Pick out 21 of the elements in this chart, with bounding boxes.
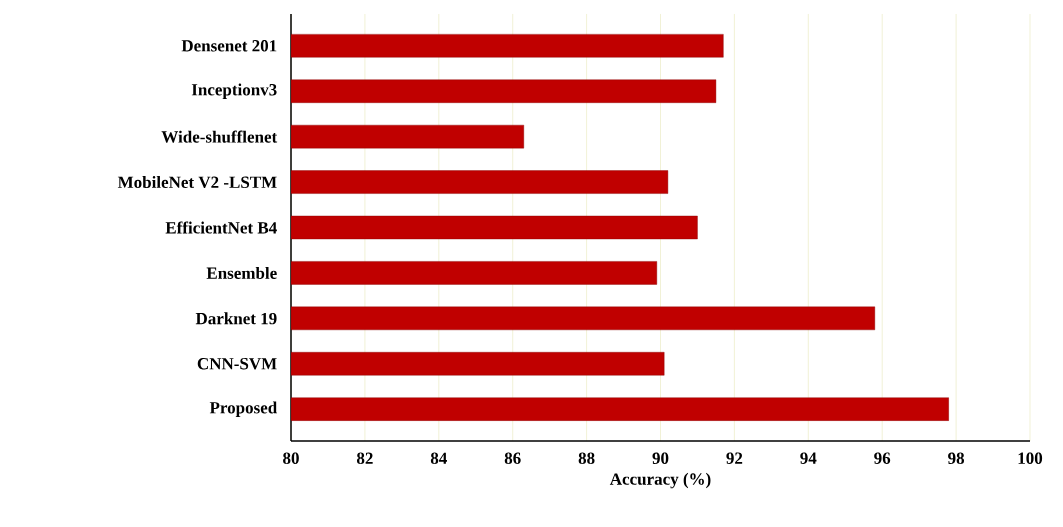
x-tick-label: 94: [800, 452, 817, 464]
x-tick-label: 100: [1018, 452, 1043, 464]
y-tick-label: Densenet 201: [181, 40, 277, 52]
y-tick-label: Darknet 19: [195, 312, 277, 325]
x-tick-label: 98: [948, 452, 965, 464]
x-tick-label: 88: [578, 452, 595, 464]
x-tick-label: 80: [283, 452, 299, 464]
x-axis-title: Accuracy (%): [609, 472, 711, 489]
x-tick-label: 82: [356, 452, 373, 464]
y-tick-label: MobileNet V2 -LSTM: [117, 176, 277, 189]
y-tick-label: CNN-SVM: [197, 358, 277, 370]
x-tick-label: 96: [874, 452, 891, 464]
y-tick-label: Ensemble: [206, 266, 277, 279]
y-tick-label: Proposed: [209, 401, 278, 417]
x-tick-label: 84: [430, 452, 447, 464]
y-tick-label: Wide-shufflenet: [161, 130, 278, 143]
x-tick-label: 86: [504, 452, 521, 464]
x-tick-label: 92: [726, 452, 743, 464]
x-tick-label: 90: [652, 452, 669, 464]
y-tick-label: EfficientNet B4: [165, 221, 277, 234]
y-tick-label: Inceptionv3: [191, 83, 277, 99]
